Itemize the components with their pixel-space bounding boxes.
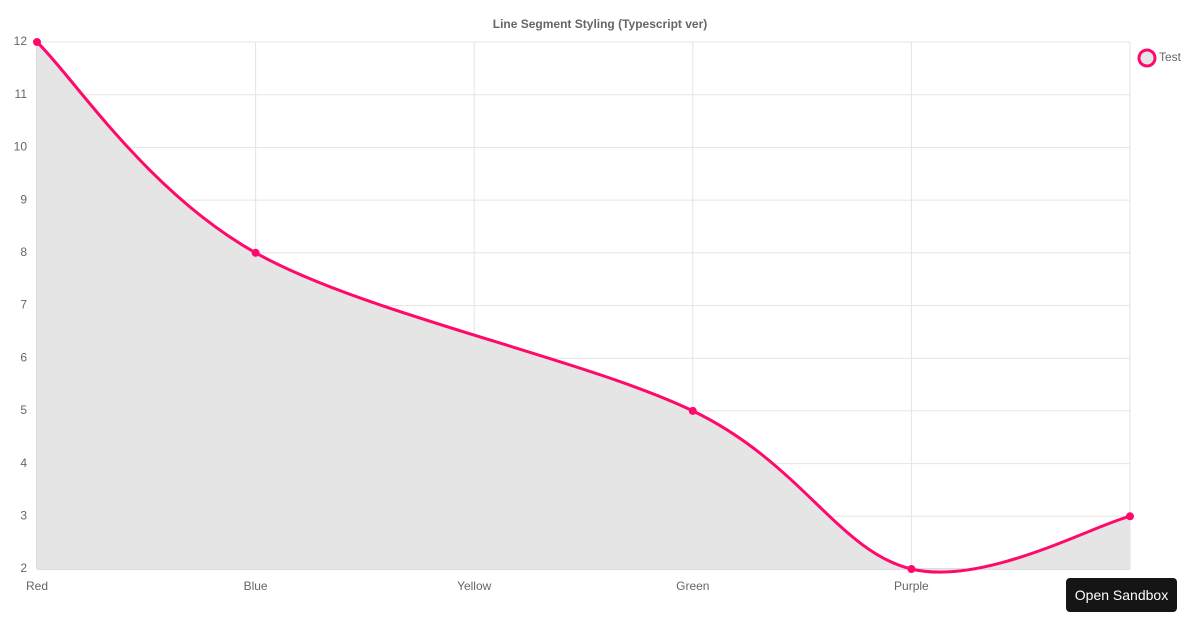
- y-tick-label: 10: [14, 140, 28, 154]
- point: [688, 406, 697, 415]
- x-tick-label: Yellow: [457, 579, 492, 593]
- legend-marker: [1137, 48, 1157, 68]
- y-tick-label: 11: [15, 87, 28, 101]
- legend-label: Test: [1159, 50, 1182, 64]
- point: [251, 248, 260, 257]
- area: [37, 42, 1130, 573]
- point: [1126, 512, 1134, 521]
- y-tick-label: 12: [14, 34, 28, 48]
- point: [33, 38, 41, 46]
- y-tick-label: 7: [20, 298, 27, 312]
- chart-title: Line Segment Styling (Typescript ver): [493, 17, 708, 31]
- y-tick-label: 8: [20, 245, 27, 259]
- x-tick-label: Green: [676, 579, 709, 593]
- y-tick-label: 3: [20, 508, 27, 522]
- x-tick-label: Red: [26, 579, 48, 593]
- y-tick-label: 9: [20, 192, 27, 206]
- y-tick-label: 2: [20, 561, 27, 575]
- point: [907, 565, 916, 573]
- x-tick-label: Blue: [244, 579, 268, 593]
- line: [35, 40, 1131, 574]
- y-tick-label: 4: [20, 456, 27, 470]
- x-tick-label: Purple: [894, 579, 929, 593]
- y-tick-label: 5: [20, 403, 27, 417]
- open-sandbox-button[interactable]: Open Sandbox: [1066, 578, 1177, 612]
- y-tick-label: 6: [20, 350, 27, 364]
